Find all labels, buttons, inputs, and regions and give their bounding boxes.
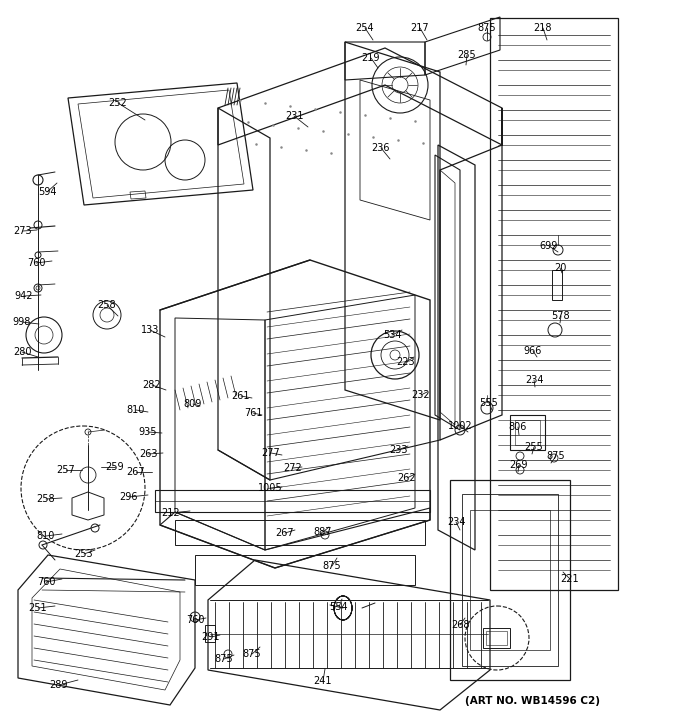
Text: 133: 133 — [141, 325, 159, 335]
Text: 699: 699 — [540, 241, 558, 251]
Text: 285: 285 — [458, 50, 476, 60]
Text: 234: 234 — [447, 517, 465, 527]
Text: 760: 760 — [37, 577, 55, 587]
Text: 277: 277 — [262, 448, 280, 458]
Text: 241: 241 — [313, 676, 333, 686]
Text: 217: 217 — [411, 23, 429, 33]
Text: 1002: 1002 — [447, 421, 473, 431]
Text: 234: 234 — [525, 375, 543, 385]
Text: 272: 272 — [284, 463, 303, 473]
Text: 760: 760 — [27, 258, 46, 268]
Text: 282: 282 — [143, 380, 161, 390]
Text: (ART NO. WB14596 C2): (ART NO. WB14596 C2) — [465, 696, 600, 706]
Text: 534: 534 — [383, 330, 401, 340]
Text: 212: 212 — [162, 508, 180, 518]
Text: 221: 221 — [561, 574, 579, 584]
Text: 554: 554 — [330, 602, 348, 612]
Text: 258: 258 — [37, 494, 55, 504]
Text: 253: 253 — [75, 549, 93, 559]
Text: 810: 810 — [37, 531, 55, 541]
Text: 810: 810 — [126, 405, 146, 415]
Text: 594: 594 — [38, 187, 56, 197]
Text: 966: 966 — [524, 346, 542, 356]
Text: 887: 887 — [313, 527, 333, 537]
Text: 269: 269 — [510, 460, 528, 470]
Text: 578: 578 — [551, 311, 571, 321]
Text: 555: 555 — [479, 398, 498, 408]
Text: 935: 935 — [139, 427, 157, 437]
Text: 252: 252 — [109, 98, 127, 108]
Text: 20: 20 — [554, 263, 566, 273]
Text: 218: 218 — [534, 23, 552, 33]
Text: 291: 291 — [202, 632, 220, 642]
Text: 255: 255 — [525, 442, 543, 452]
Text: 809: 809 — [184, 399, 202, 409]
Text: 236: 236 — [372, 143, 390, 153]
Text: 875: 875 — [243, 649, 261, 659]
Text: 875: 875 — [477, 23, 496, 33]
Text: 219: 219 — [362, 53, 380, 63]
Text: 760: 760 — [186, 615, 204, 625]
Text: 267: 267 — [126, 467, 146, 477]
Text: 259: 259 — [105, 462, 124, 472]
Text: 232: 232 — [411, 390, 430, 400]
Text: 942: 942 — [15, 291, 33, 301]
Text: 267: 267 — [275, 528, 294, 538]
Text: 875: 875 — [323, 561, 341, 571]
Text: 268: 268 — [451, 620, 469, 630]
Text: 998: 998 — [13, 317, 31, 327]
Text: 251: 251 — [29, 603, 48, 613]
Text: 263: 263 — [139, 449, 157, 459]
Text: 289: 289 — [50, 680, 68, 690]
Text: 257: 257 — [56, 465, 75, 475]
Text: 280: 280 — [13, 347, 31, 357]
Text: 761: 761 — [243, 408, 262, 418]
Text: 258: 258 — [98, 300, 116, 310]
Text: 233: 233 — [389, 445, 407, 455]
Text: 261: 261 — [232, 391, 250, 401]
Text: 1005: 1005 — [258, 483, 282, 493]
Text: 875: 875 — [215, 654, 233, 664]
Text: 231: 231 — [285, 111, 303, 121]
Text: 875: 875 — [547, 451, 565, 461]
Text: 254: 254 — [356, 23, 374, 33]
Text: 262: 262 — [398, 473, 416, 483]
Text: 806: 806 — [509, 422, 527, 432]
Text: 273: 273 — [14, 226, 33, 236]
Text: 223: 223 — [396, 357, 415, 367]
Text: 296: 296 — [120, 492, 138, 502]
